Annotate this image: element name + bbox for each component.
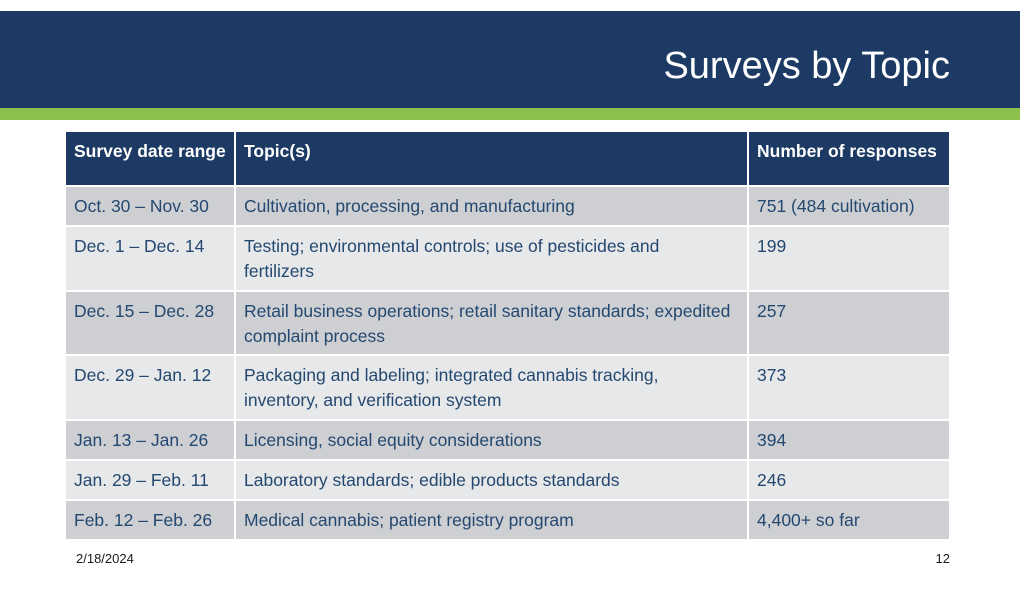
cell-topics: Licensing, social equity considerations [234,419,749,461]
table-row: Dec. 1 – Dec. 14 Testing; environmental … [66,225,949,292]
cell-topics: Laboratory standards; edible products st… [234,458,749,501]
cell-responses: 751 (484 cultivation) [747,185,949,227]
surveys-table: Survey date range Topic(s) Number of res… [66,132,949,539]
cell-responses: 4,400+ so far [747,498,949,539]
footer-date: 2/18/2024 [76,551,134,566]
cell-date-range: Dec. 29 – Jan. 12 [66,354,236,422]
table-row: Oct. 30 – Nov. 30 Cultivation, processin… [66,185,949,227]
surveys-table-container: Survey date range Topic(s) Number of res… [66,132,949,539]
title-bar: Surveys by Topic [0,11,1020,108]
table-row: Jan. 29 – Feb. 11 Laboratory standards; … [66,458,949,501]
table-row: Dec. 29 – Jan. 12 Packaging and labeling… [66,354,949,422]
cell-responses: 373 [747,354,949,422]
cell-topics: Testing; environmental controls; use of … [234,225,749,292]
cell-date-range: Oct. 30 – Nov. 30 [66,185,236,227]
cell-topics: Retail business operations; retail sanit… [234,289,749,357]
cell-date-range: Dec. 15 – Dec. 28 [66,289,236,357]
footer-page-number: 12 [935,551,950,566]
cell-date-range: Dec. 1 – Dec. 14 [66,225,236,292]
cell-responses: 394 [747,419,949,461]
table-row: Jan. 13 – Jan. 26 Licensing, social equi… [66,419,949,461]
table-body: Oct. 30 – Nov. 30 Cultivation, processin… [66,185,949,539]
cell-date-range: Jan. 29 – Feb. 11 [66,458,236,501]
page-title: Surveys by Topic [663,45,950,87]
column-header-date-range: Survey date range [66,132,236,187]
column-header-responses: Number of responses [747,132,949,187]
cell-date-range: Jan. 13 – Jan. 26 [66,419,236,461]
table-header: Survey date range Topic(s) Number of res… [66,132,949,187]
cell-responses: 257 [747,289,949,357]
cell-topics: Medical cannabis; patient registry progr… [234,498,749,539]
cell-responses: 199 [747,225,949,292]
table-header-row: Survey date range Topic(s) Number of res… [66,132,949,187]
cell-topics: Cultivation, processing, and manufacturi… [234,185,749,227]
table-row: Dec. 15 – Dec. 28 Retail business operat… [66,289,949,357]
cell-responses: 246 [747,458,949,501]
accent-stripe [0,108,1020,120]
table-row: Feb. 12 – Feb. 26 Medical cannabis; pati… [66,498,949,539]
cell-topics: Packaging and labeling; integrated canna… [234,354,749,422]
column-header-topics: Topic(s) [234,132,749,187]
cell-date-range: Feb. 12 – Feb. 26 [66,498,236,539]
